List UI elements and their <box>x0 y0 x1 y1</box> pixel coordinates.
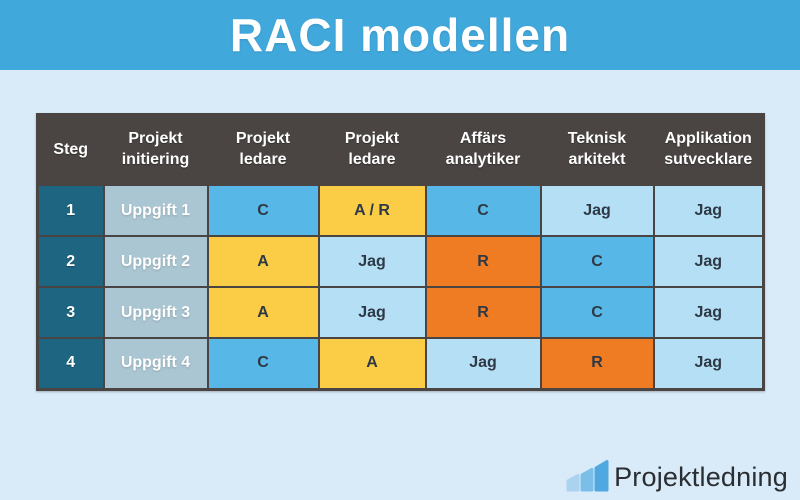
raci-cell: A <box>206 286 320 339</box>
raci-cell: C <box>206 337 320 390</box>
brand-footer: Projektledning <box>566 456 788 492</box>
raci-cell: R <box>424 235 542 288</box>
column-header-1: Projekt initiering <box>102 113 209 186</box>
task-cell: Uppgift 1 <box>102 184 209 237</box>
raci-cell: C <box>424 184 542 237</box>
step-cell: 3 <box>36 286 105 339</box>
task-cell: Uppgift 4 <box>102 337 209 390</box>
raci-cell: Jag <box>652 235 765 288</box>
raci-cell: C <box>539 286 655 339</box>
step-cell: 4 <box>36 337 105 390</box>
raci-cell: Jag <box>652 184 765 237</box>
column-header-0: Steg <box>36 113 105 186</box>
raci-cell: Jag <box>424 337 542 390</box>
title-banner: RACI modellen <box>0 0 800 70</box>
column-header-4: Affärs analytiker <box>424 113 542 186</box>
raci-cell: Jag <box>317 235 427 288</box>
raci-cell: A / R <box>317 184 427 237</box>
column-header-5: Teknisk arkitekt <box>539 113 655 186</box>
table-header: Steg Projekt initiering Projekt ledare Proj… <box>36 113 765 186</box>
header-row: Steg Projekt initiering Projekt ledare Proj… <box>36 113 765 186</box>
raci-cell: Jag <box>652 337 765 390</box>
table-row: 2 Uppgift 2 A Jag R C Jag <box>36 235 765 288</box>
raci-cell: Jag <box>539 184 655 237</box>
page-title: RACI modellen <box>229 9 571 61</box>
raci-cell: R <box>539 337 655 390</box>
column-header-6: Applikation sutvecklare <box>652 113 765 186</box>
column-header-3: Projekt ledare <box>317 113 427 186</box>
step-cell: 2 <box>36 235 105 288</box>
table-row: 3 Uppgift 3 A Jag R C Jag <box>36 286 765 339</box>
raci-cell: Jag <box>317 286 427 339</box>
raci-cell: Jag <box>652 286 765 339</box>
projektledning-logo-icon <box>566 460 609 492</box>
table-row: 4 Uppgift 4 C A Jag R Jag <box>36 337 765 390</box>
column-header-2: Projekt ledare <box>206 113 320 186</box>
task-cell: Uppgift 3 <box>102 286 209 339</box>
raci-cell: C <box>539 235 655 288</box>
raci-cell: A <box>206 235 320 288</box>
step-cell: 1 <box>36 184 105 237</box>
task-cell: Uppgift 2 <box>102 235 209 288</box>
raci-cell: A <box>317 337 427 390</box>
raci-table: Steg Projekt initiering Projekt ledare Proj… <box>36 113 765 391</box>
raci-cell: R <box>424 286 542 339</box>
brand-name: Projektledning <box>614 462 788 492</box>
raci-cell: C <box>206 184 320 237</box>
